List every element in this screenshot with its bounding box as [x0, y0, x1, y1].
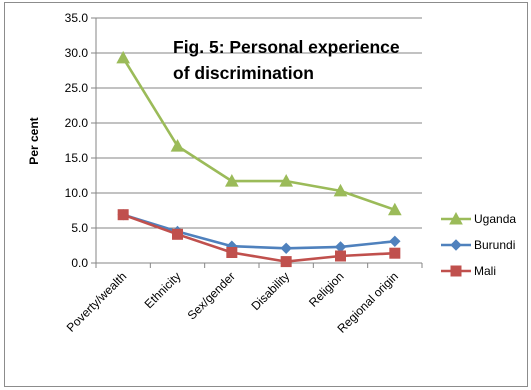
- series-line: [122, 213, 395, 263]
- legend-marker: [449, 211, 463, 225]
- x-tick-label: Sex/gender: [185, 269, 238, 322]
- data-point: [116, 50, 131, 64]
- data-point: [172, 228, 183, 240]
- legend-marker: [450, 239, 462, 251]
- data-point: [226, 247, 238, 258]
- series-mali: [117, 209, 401, 268]
- y-tick-label: 30.0: [65, 46, 89, 60]
- legend-label: Mali: [474, 264, 496, 278]
- y-axis-title: Per cent: [27, 117, 41, 164]
- x-tick-label: Disability: [248, 269, 292, 313]
- data-point: [389, 247, 401, 259]
- data-point: [117, 209, 129, 221]
- y-tick-label: 20.0: [65, 116, 89, 130]
- series-uganda: [116, 50, 402, 216]
- data-point: [170, 139, 185, 152]
- chart-title-line-2: of discrimination: [173, 63, 314, 83]
- y-tick-label: 25.0: [65, 81, 89, 95]
- legend-item-uganda: Uganda: [441, 211, 516, 226]
- series-line: [122, 57, 396, 212]
- data-point: [333, 183, 348, 197]
- legend-label: Uganda: [474, 212, 516, 226]
- data-point: [280, 256, 292, 268]
- data-point: [389, 235, 401, 248]
- y-tick-label: 5.0: [71, 221, 88, 235]
- chart-frame: [4, 2, 528, 387]
- series-burundi: [117, 208, 401, 255]
- data-point: [280, 242, 292, 255]
- data-point: [279, 174, 294, 187]
- data-point: [224, 174, 239, 187]
- y-tick-label: 15.0: [65, 151, 89, 165]
- y-tick-label: 35.0: [65, 11, 89, 25]
- data-point: [334, 241, 347, 253]
- chart-title-line-1: Fig. 5: Personal experience: [173, 37, 400, 57]
- y-tick-label: 0.0: [71, 256, 88, 270]
- legend: Uganda Burundi Mali: [441, 211, 516, 278]
- data-point: [387, 202, 402, 216]
- legend-item-mali: Mali: [441, 264, 496, 278]
- legend-label: Burundi: [474, 238, 515, 252]
- x-tick-label: Ethnicity: [142, 269, 184, 311]
- y-tick-label: 10.0: [65, 186, 89, 200]
- series-line: [122, 213, 395, 250]
- data-point: [335, 250, 346, 262]
- legend-item-burundi: Burundi: [441, 238, 515, 252]
- x-tick-label: Poverty/wealth: [64, 269, 130, 335]
- legend-marker: [450, 265, 462, 277]
- x-tick-label: Religion: [306, 269, 347, 310]
